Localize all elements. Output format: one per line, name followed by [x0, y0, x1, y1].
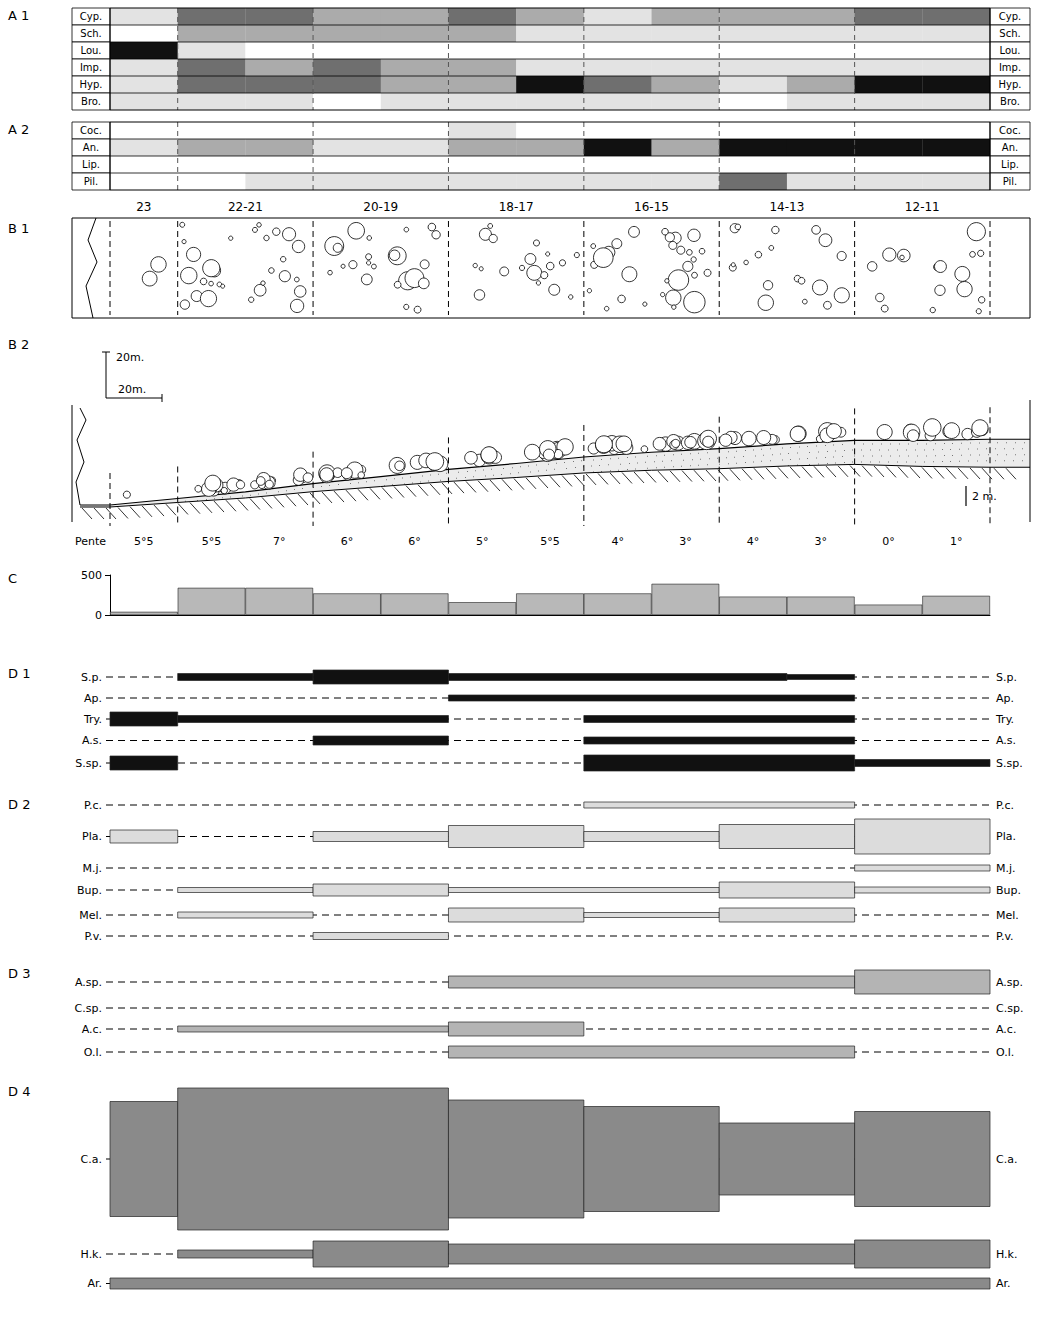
svg-text:A.c.: A.c.	[996, 1023, 1016, 1036]
svg-text:Bro.: Bro.	[81, 96, 101, 107]
svg-text:O.l.: O.l.	[84, 1046, 102, 1059]
svg-text:Bup.: Bup.	[77, 884, 102, 897]
svg-text:7°: 7°	[273, 535, 286, 548]
svg-text:A.sp.: A.sp.	[996, 976, 1023, 989]
svg-text:S.p.: S.p.	[81, 671, 102, 684]
svg-text:Ar.: Ar.	[87, 1277, 102, 1290]
svg-text:An.: An.	[83, 142, 99, 153]
svg-text:S.sp.: S.sp.	[75, 757, 102, 770]
svg-text:Pente: Pente	[75, 535, 106, 548]
svg-text:5°5: 5°5	[134, 535, 154, 548]
svg-text:5°: 5°	[476, 535, 489, 548]
svg-text:Lip.: Lip.	[82, 159, 100, 170]
svg-text:Pla.: Pla.	[996, 830, 1016, 843]
svg-text:0°: 0°	[882, 535, 895, 548]
svg-text:Sch.: Sch.	[999, 28, 1020, 39]
svg-text:12-11: 12-11	[905, 200, 940, 214]
svg-text:C.a.: C.a.	[996, 1153, 1017, 1166]
svg-text:A.c.: A.c.	[82, 1023, 102, 1036]
svg-text:16-15: 16-15	[634, 200, 669, 214]
svg-text:C.sp.: C.sp.	[996, 1002, 1023, 1015]
svg-text:Lou.: Lou.	[80, 45, 101, 56]
svg-text:Hyp.: Hyp.	[999, 79, 1022, 90]
svg-text:Pil.: Pil.	[84, 176, 99, 187]
svg-text:20-19: 20-19	[363, 200, 398, 214]
svg-text:D 3: D 3	[8, 966, 30, 981]
svg-text:H.k.: H.k.	[996, 1248, 1017, 1261]
svg-text:C.a.: C.a.	[81, 1153, 102, 1166]
svg-text:Try.: Try.	[83, 713, 102, 726]
svg-text:P.v.: P.v.	[84, 930, 102, 943]
svg-text:6°: 6°	[408, 535, 421, 548]
svg-text:M.j.: M.j.	[82, 862, 102, 875]
svg-text:5°5: 5°5	[540, 535, 560, 548]
svg-text:2 m.: 2 m.	[972, 490, 997, 503]
svg-text:Ar.: Ar.	[996, 1277, 1011, 1290]
svg-text:20m.: 20m.	[116, 351, 144, 364]
svg-text:Ap.: Ap.	[996, 692, 1014, 705]
svg-text:H.k.: H.k.	[81, 1248, 102, 1261]
svg-text:4°: 4°	[747, 535, 760, 548]
svg-text:D 2: D 2	[8, 797, 30, 812]
svg-text:14-13: 14-13	[769, 200, 804, 214]
svg-text:1°: 1°	[950, 535, 963, 548]
svg-text:A 1: A 1	[8, 8, 29, 23]
svg-text:P.v.: P.v.	[996, 930, 1014, 943]
svg-text:C.sp.: C.sp.	[75, 1002, 102, 1015]
svg-text:Lou.: Lou.	[999, 45, 1020, 56]
svg-text:Mel.: Mel.	[996, 909, 1019, 922]
svg-text:Lip.: Lip.	[1001, 159, 1019, 170]
svg-text:M.j.: M.j.	[996, 862, 1016, 875]
svg-text:500: 500	[81, 569, 102, 582]
svg-text:Pla.: Pla.	[82, 830, 102, 843]
svg-text:Imp.: Imp.	[999, 62, 1021, 73]
svg-text:Coc.: Coc.	[999, 125, 1021, 136]
svg-text:A.s.: A.s.	[996, 734, 1016, 747]
svg-text:D 4: D 4	[8, 1084, 30, 1099]
svg-text:Try.: Try.	[995, 713, 1014, 726]
svg-text:Bro.: Bro.	[1000, 96, 1020, 107]
svg-text:A.sp.: A.sp.	[75, 976, 102, 989]
svg-text:Cyp.: Cyp.	[999, 11, 1021, 22]
svg-text:0: 0	[95, 609, 102, 622]
svg-text:Cyp.: Cyp.	[80, 11, 102, 22]
svg-text:A 2: A 2	[8, 122, 29, 137]
svg-text:Imp.: Imp.	[80, 62, 102, 73]
svg-text:Sch.: Sch.	[80, 28, 101, 39]
svg-text:22-21: 22-21	[228, 200, 263, 214]
svg-text:O.l.: O.l.	[996, 1046, 1014, 1059]
svg-text:An.: An.	[1002, 142, 1018, 153]
svg-text:A.s.: A.s.	[82, 734, 102, 747]
svg-text:C: C	[8, 571, 17, 586]
svg-text:Hyp.: Hyp.	[80, 79, 103, 90]
svg-text:Pil.: Pil.	[1003, 176, 1018, 187]
svg-text:Mel.: Mel.	[79, 909, 102, 922]
svg-text:S.sp.: S.sp.	[996, 757, 1023, 770]
svg-text:6°: 6°	[341, 535, 354, 548]
svg-text:S.p.: S.p.	[996, 671, 1017, 684]
svg-text:4°: 4°	[611, 535, 624, 548]
svg-text:Coc.: Coc.	[80, 125, 102, 136]
svg-text:P.c.: P.c.	[84, 799, 102, 812]
svg-text:B 1: B 1	[8, 221, 29, 236]
svg-text:20m.: 20m.	[118, 383, 146, 396]
svg-text:D 1: D 1	[8, 666, 30, 681]
svg-text:3°: 3°	[815, 535, 828, 548]
svg-text:P.c.: P.c.	[996, 799, 1014, 812]
svg-text:23: 23	[136, 200, 151, 214]
svg-text:B 2: B 2	[8, 337, 29, 352]
svg-text:18-17: 18-17	[499, 200, 534, 214]
svg-text:Ap.: Ap.	[84, 692, 102, 705]
svg-text:5°5: 5°5	[202, 535, 222, 548]
svg-text:Bup.: Bup.	[996, 884, 1021, 897]
svg-text:3°: 3°	[679, 535, 692, 548]
